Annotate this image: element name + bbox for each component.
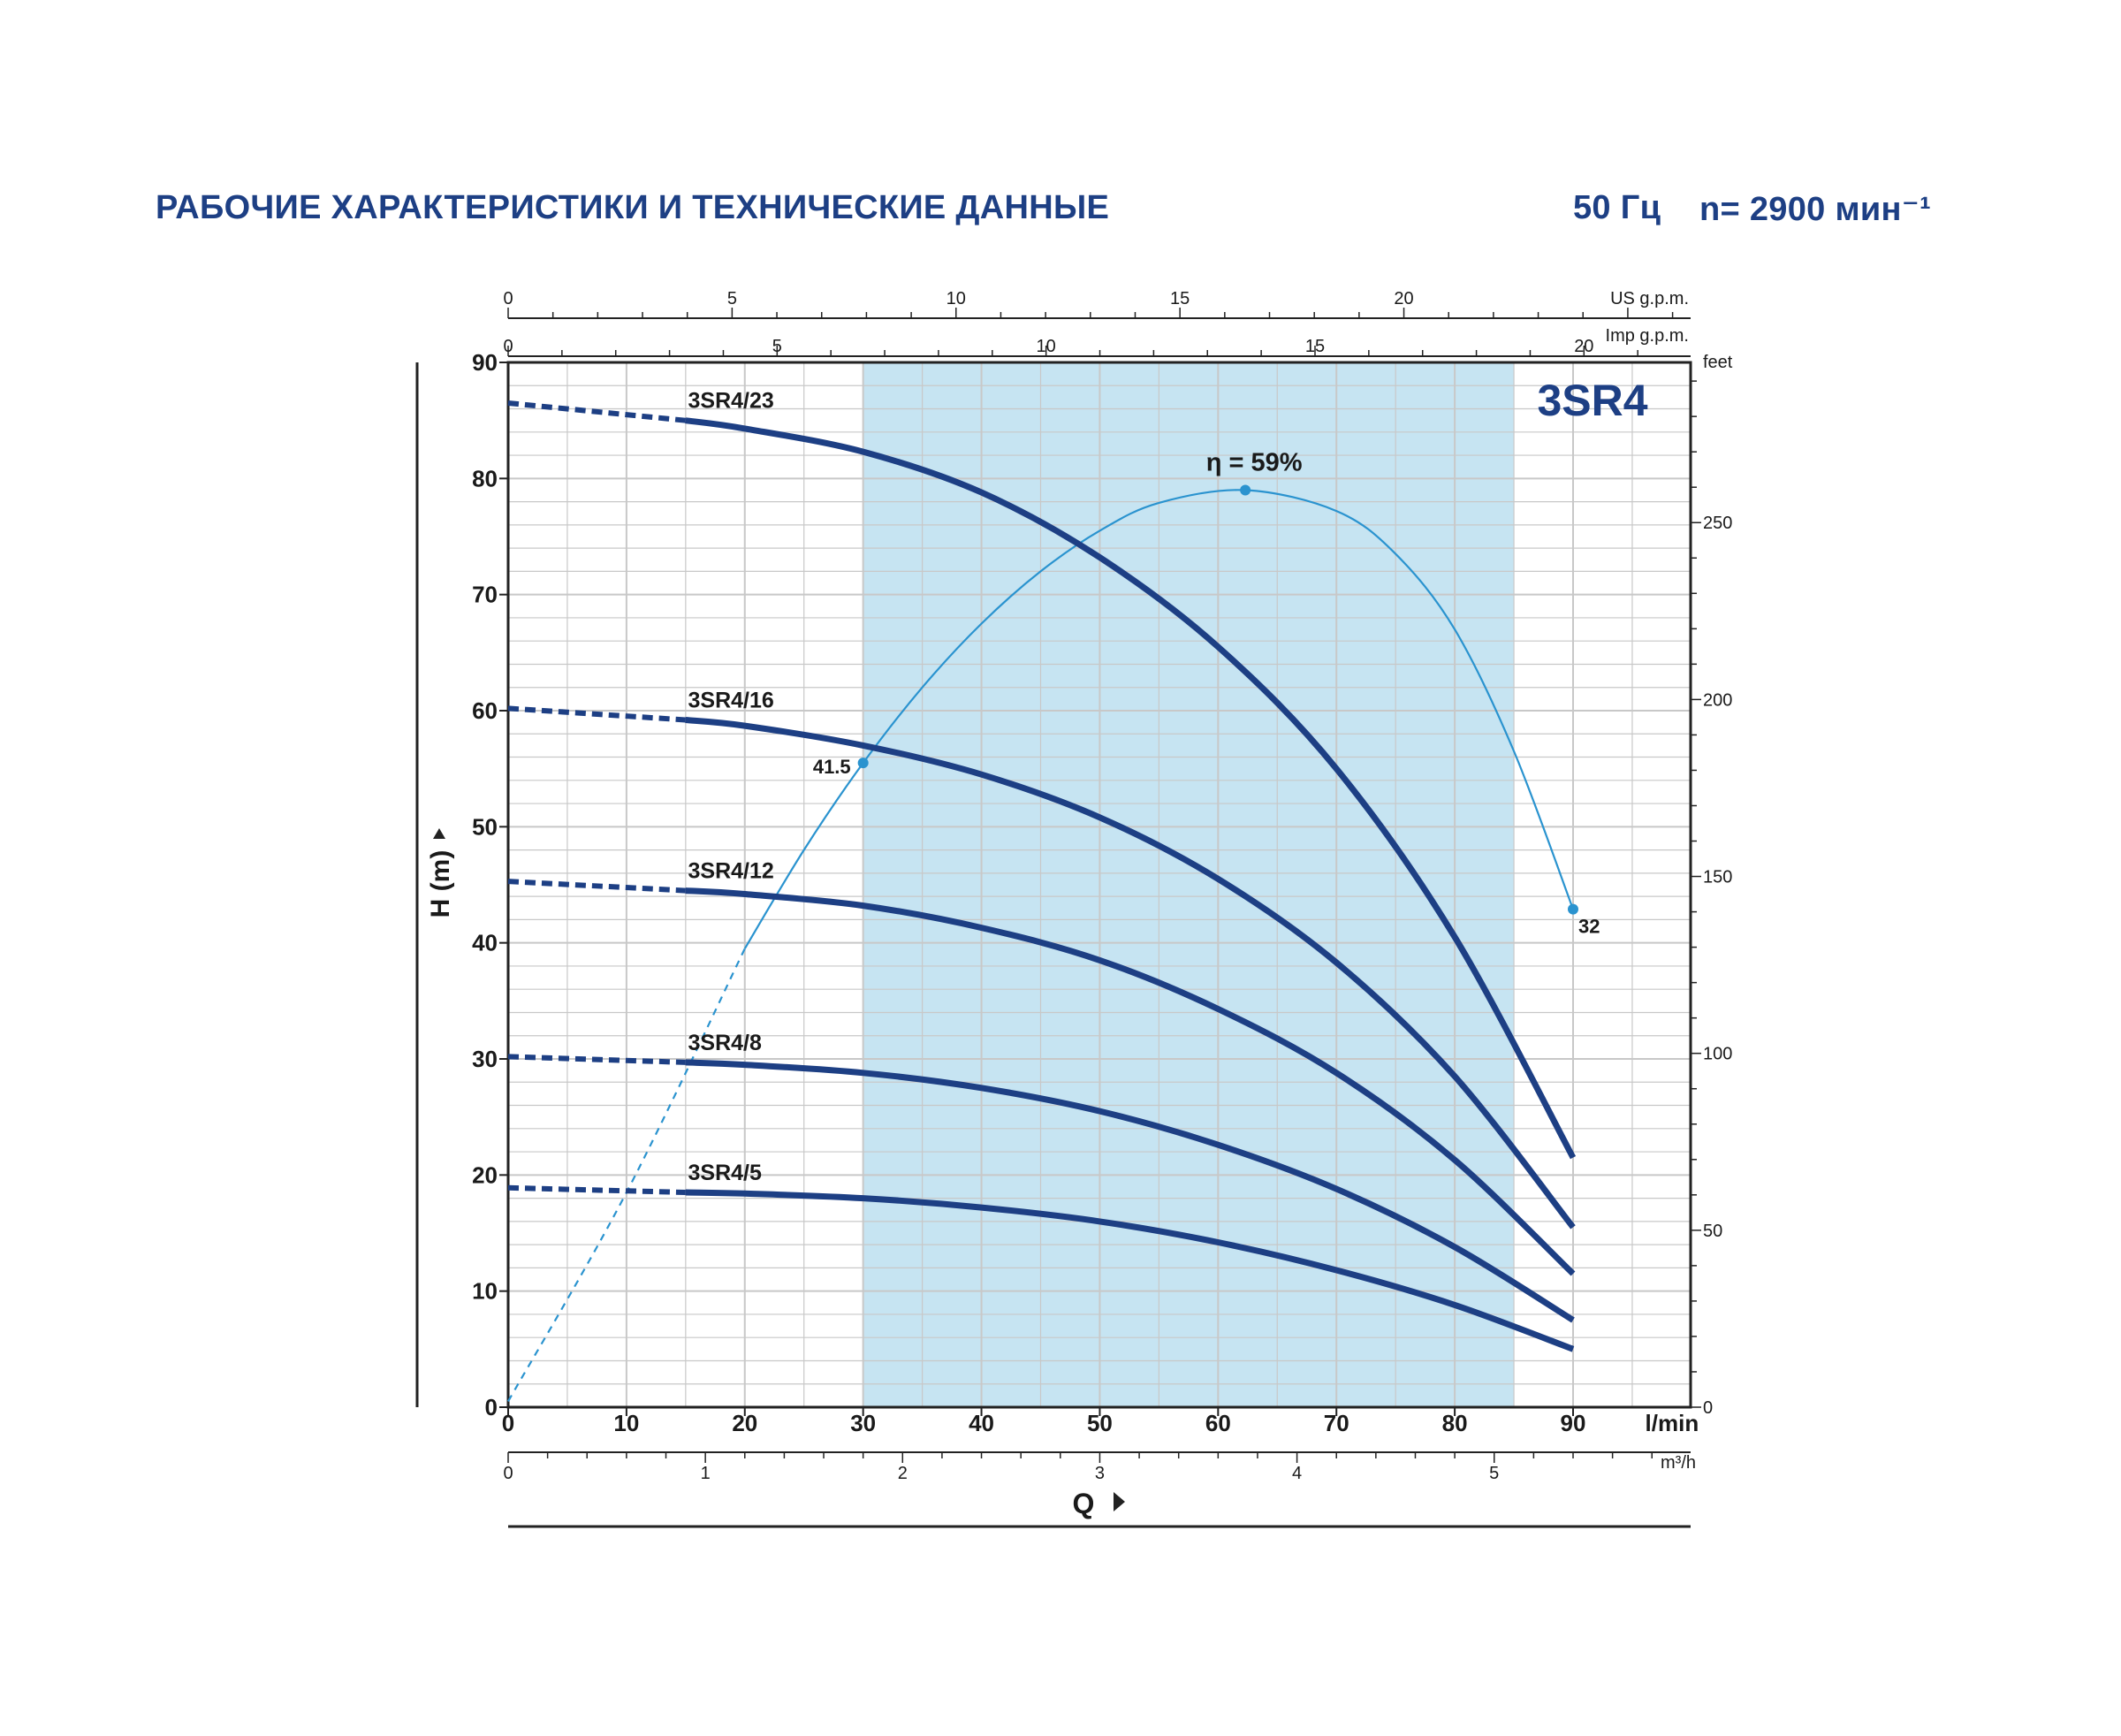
- m3h-tick-label: 3: [1095, 1464, 1105, 1483]
- feet-tick-label: 0: [1703, 1398, 1713, 1418]
- m3h-unit-label: m³/h: [1661, 1453, 1696, 1473]
- head-curve-dashed: [507, 705, 686, 723]
- us-gpm-tick-label: 10: [946, 289, 966, 308]
- x-tick-label: 20: [732, 1410, 757, 1436]
- series-label: 3SR4/23: [688, 389, 774, 414]
- frequency-label: 50 Гц: [1573, 189, 1661, 226]
- m3h-tick-label: 1: [701, 1464, 711, 1483]
- y-tick-label: 0: [485, 1394, 498, 1420]
- x-unit-label: l/min: [1646, 1410, 1699, 1436]
- us-gpm-tick-label: 20: [1394, 289, 1413, 308]
- head-curve: [685, 1059, 1575, 1323]
- feet-tick-label: 200: [1703, 690, 1732, 710]
- us-gpm-tick-label: 15: [1170, 289, 1190, 308]
- series-label: 3SR4/5: [688, 1161, 762, 1185]
- imp-gpm-tick-label: 10: [1037, 337, 1056, 356]
- m3h-tick-label: 4: [1292, 1464, 1302, 1483]
- feet-tick-label: 150: [1703, 868, 1732, 887]
- axes: [415, 308, 1701, 1528]
- efficiency-marker: [857, 758, 869, 769]
- y-tick-label: 20: [472, 1161, 498, 1188]
- imp-gpm-unit-label: Imp g.p.m.: [1606, 326, 1689, 346]
- us-gpm-tick-label: 5: [727, 289, 737, 308]
- y-tick-label: 10: [472, 1278, 498, 1305]
- efficiency-marker: [1240, 484, 1251, 496]
- series-label: 3SR4/8: [688, 1031, 762, 1055]
- x-tick-label: 50: [1087, 1410, 1113, 1436]
- m3h-tick-label: 5: [1489, 1464, 1499, 1483]
- head-curve-dashed: [507, 1054, 686, 1065]
- x-tick-label: 70: [1324, 1410, 1349, 1436]
- imp-gpm-tick-label: 0: [503, 337, 513, 356]
- x-tick-label: 40: [969, 1410, 994, 1436]
- imp-gpm-tick-label: 20: [1574, 337, 1593, 356]
- y-tick-label: 30: [472, 1046, 498, 1072]
- y-tick-label: 80: [472, 465, 498, 491]
- head-curve: [685, 887, 1576, 1276]
- x-tick-label: 10: [613, 1410, 639, 1436]
- series-label: 3SR4/12: [688, 859, 774, 884]
- x-tick-label: 90: [1561, 1410, 1586, 1436]
- y-tick-label: 90: [472, 349, 498, 376]
- head-curve-dashed: [507, 1184, 686, 1195]
- x-tick-label: 60: [1205, 1410, 1231, 1436]
- recommended-range-rect: [863, 362, 1515, 1407]
- head-curve: [685, 1189, 1575, 1352]
- feet-tick-label: 250: [1703, 514, 1732, 533]
- feet-unit-label: feet: [1703, 353, 1733, 372]
- imp-gpm-tick-label: 15: [1305, 337, 1325, 356]
- efficiency-label-end: 32: [1578, 916, 1600, 938]
- x-tick-label: 30: [850, 1410, 876, 1436]
- recommended-range-band: [863, 362, 1515, 1407]
- y-tick-label: 50: [472, 813, 498, 840]
- us-gpm-unit-label: US g.p.m.: [1610, 289, 1689, 308]
- head-curve-dashed: [507, 400, 687, 423]
- head-curves: [507, 400, 1577, 1352]
- x-tick-label: 0: [502, 1410, 514, 1436]
- head-curve: [685, 417, 1577, 1160]
- y-tick-label: 40: [472, 930, 498, 956]
- x-tick-label: 80: [1442, 1410, 1468, 1436]
- feet-tick-label: 50: [1703, 1222, 1722, 1241]
- x-axis-arrow: [1114, 1492, 1125, 1511]
- page-title: РАБОЧИЕ ХАРАКТЕРИСТИКИ И ТЕХНИЧЕСКИЕ ДАН…: [156, 189, 1110, 226]
- y-tick-label: 60: [472, 697, 498, 724]
- m3h-tick-label: 2: [898, 1464, 908, 1483]
- efficiency-label-start: 41.5: [813, 756, 851, 778]
- imp-gpm-tick-label: 5: [772, 337, 782, 356]
- y-axis-arrow: [433, 828, 445, 839]
- m3h-tick-label: 0: [503, 1464, 513, 1483]
- us-gpm-tick-label: 0: [503, 289, 513, 308]
- series-label: 3SR4/16: [688, 689, 774, 713]
- y-tick-label: 70: [472, 582, 498, 608]
- y-axis-label: H (m): [426, 850, 455, 918]
- feet-tick-label: 100: [1703, 1045, 1732, 1064]
- x-axis-label: Q: [1073, 1488, 1095, 1519]
- efficiency-marker: [1568, 903, 1578, 915]
- speed-label: n= 2900 мин⁻¹: [1699, 191, 1932, 228]
- grid: [508, 362, 1691, 1407]
- head-curve-dashed: [507, 879, 686, 894]
- head-curve: [685, 717, 1576, 1230]
- efficiency-peak-label: η = 59%: [1206, 448, 1303, 476]
- model-label: 3SR4: [1537, 376, 1647, 425]
